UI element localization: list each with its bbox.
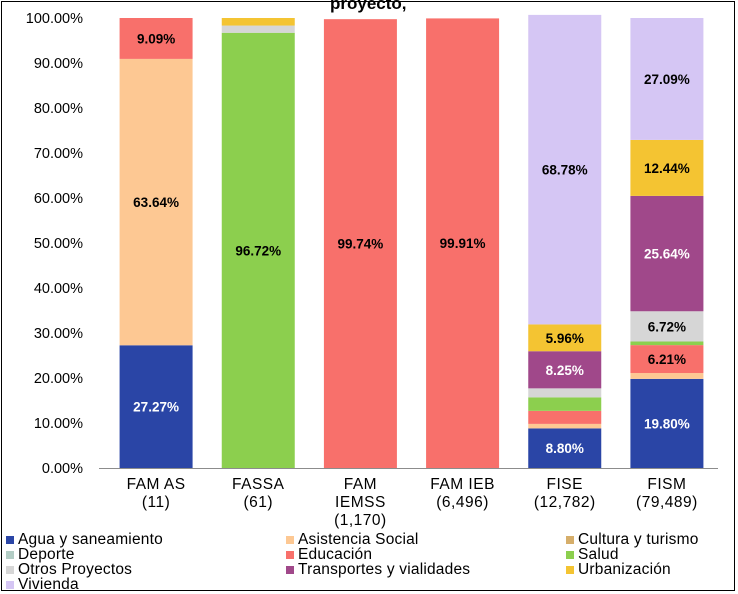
bar-segment — [528, 14, 602, 325]
data-label: 9.09% — [137, 31, 175, 46]
legend-item: Vivienda — [6, 576, 79, 593]
y-tick-label: 60.00% — [34, 191, 83, 207]
x-tick-label: FAM — [344, 476, 377, 493]
bar-segment — [528, 428, 602, 468]
legend-swatch — [286, 535, 294, 544]
bar-segment — [119, 58, 193, 346]
bar-segment — [528, 388, 602, 398]
legend-swatch — [566, 565, 574, 574]
data-label: 8.80% — [546, 441, 584, 456]
bar-segment — [221, 18, 295, 26]
y-tick-label: 0.00% — [42, 461, 83, 477]
legend-item: Cultura y turismo — [566, 531, 699, 548]
data-label: 6.72% — [648, 319, 686, 334]
bar-segment — [630, 311, 704, 342]
bar-segment — [528, 410, 602, 424]
x-tick-label: (1,170) — [334, 512, 387, 529]
x-tick-label: (12,782) — [534, 494, 596, 511]
legend-item: Salud — [566, 546, 619, 563]
data-label: 27.27% — [133, 400, 179, 415]
data-label: 12.44% — [644, 161, 690, 176]
data-label: 99.91% — [440, 236, 486, 251]
x-tick-label: (61) — [243, 494, 273, 511]
data-label: 25.64% — [644, 247, 690, 262]
bar-segment — [630, 373, 704, 379]
legend-label: Agua y saneamiento — [18, 530, 163, 548]
y-tick-label: 90.00% — [34, 56, 83, 72]
data-label: 63.64% — [133, 195, 179, 210]
bar-segment — [630, 341, 704, 346]
chart-legend: Agua y saneamiento Asistencia Social Cultu… — [6, 531, 734, 593]
x-tick-label: (79,489) — [636, 494, 698, 511]
x-tick-label: FAM AS — [127, 476, 186, 493]
bar-segment — [528, 397, 602, 411]
data-label: 68.78% — [542, 163, 588, 178]
bar-segment — [323, 19, 397, 468]
y-tick-label: 30.00% — [34, 326, 83, 342]
legend-swatch — [6, 550, 14, 559]
legend-label: Urbanización — [578, 560, 671, 578]
legend-item: Asistencia Social — [286, 531, 419, 548]
bar-segment — [630, 195, 704, 312]
legend-label: Transportes y vialidades — [298, 560, 471, 578]
bar-segment — [630, 345, 704, 374]
legend-item: Urbanización — [566, 561, 671, 578]
chart-title-partial: proyecto, — [330, 0, 407, 13]
y-tick-label: 80.00% — [34, 101, 83, 117]
legend-item: Educación — [286, 546, 372, 563]
x-tick-label: FAM IEB — [430, 476, 495, 493]
legend-swatch — [286, 550, 294, 559]
y-tick-label: 100.00% — [26, 11, 83, 27]
data-label: 96.72% — [235, 243, 281, 258]
bar-segment — [528, 423, 602, 429]
legend-swatch — [566, 535, 574, 544]
legend-label: Salud — [578, 545, 619, 563]
legend-label: Cultura y turismo — [578, 530, 699, 548]
y-tick-label: 40.00% — [34, 281, 83, 297]
y-tick-label: 70.00% — [34, 146, 83, 162]
bar-segment — [528, 324, 602, 352]
legend-label: Educación — [298, 545, 373, 563]
legend-swatch — [6, 565, 14, 574]
legend-item: Agua y saneamiento — [6, 531, 163, 548]
stacked-bar-chart: 0.00% 10.00% 20.00% 30.00% 40.00% 50.00% 60.00… — [26, 11, 718, 529]
x-tick-label: (6,496) — [436, 494, 489, 511]
legend-label: Asistencia Social — [298, 530, 419, 548]
x-tick-label: FISM — [647, 476, 686, 493]
legend-label: Deporte — [18, 545, 75, 563]
data-label: 5.96% — [546, 331, 584, 346]
data-label: 27.09% — [644, 72, 690, 87]
data-label: 6.21% — [648, 352, 686, 367]
bar-segment — [630, 18, 704, 140]
legend-swatch — [286, 565, 294, 574]
data-label: 19.80% — [644, 416, 690, 431]
bar-segment — [528, 351, 602, 389]
bar-segment — [221, 32, 295, 468]
bar-segment — [119, 345, 193, 468]
x-tick-label: FASSA — [232, 476, 285, 493]
bar-segment — [426, 18, 500, 469]
bar-segment — [630, 139, 704, 196]
x-tick-label: FISE — [547, 476, 583, 493]
legend-label: Otros Proyectos — [18, 560, 133, 578]
legend-swatch — [566, 550, 574, 559]
data-label: 8.25% — [546, 363, 584, 378]
bar-segment — [119, 18, 193, 59]
legend-swatch — [6, 580, 14, 589]
x-tick-label: (11) — [142, 494, 170, 511]
legend-item: Otros Proyectos — [6, 561, 132, 578]
bar-segment — [630, 378, 704, 468]
y-tick-label: 50.00% — [34, 236, 83, 252]
bar-segment — [221, 25, 295, 33]
x-tick-label: IEMSS — [335, 494, 386, 511]
data-label: 99.74% — [338, 237, 384, 252]
legend-item: Transportes y vialidades — [286, 561, 470, 578]
legend-label: Vivienda — [18, 575, 79, 593]
legend-item: Deporte — [6, 546, 75, 563]
legend-swatch — [6, 535, 14, 544]
y-tick-label: 10.00% — [34, 416, 83, 432]
y-tick-label: 20.00% — [34, 371, 83, 387]
